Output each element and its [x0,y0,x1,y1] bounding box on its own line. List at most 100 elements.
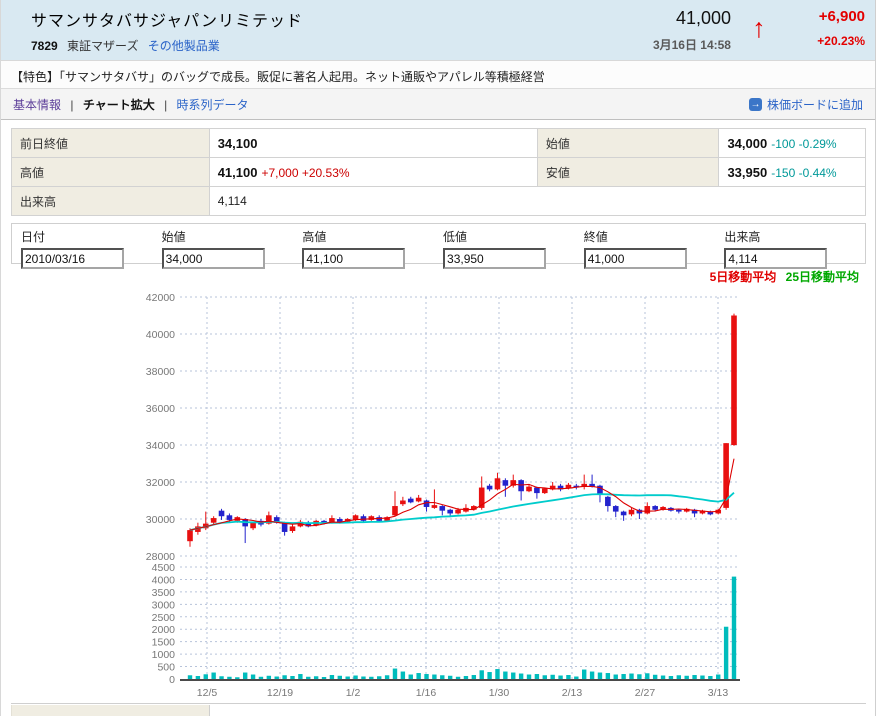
open-value-cell: 34,000 -100 -0.29% [718,128,866,158]
form-col-open: 始値 [161,228,303,269]
low-value: 33,950 [727,164,768,180]
open-change: -100 -0.29% [771,136,837,151]
nav-link-time-series[interactable]: 時系列データ [176,97,249,112]
open-label: 始値 [536,128,720,158]
svg-text:2500: 2500 [152,612,176,624]
add-to-board-icon: → [748,97,762,111]
svg-text:0: 0 [169,674,175,686]
svg-text:1500: 1500 [152,637,176,649]
svg-text:12/19: 12/19 [267,687,293,699]
next-table-row-partial [1,703,875,716]
open-field-label: 始値 [161,230,186,244]
industry-link[interactable]: その他製品業 [147,39,220,53]
svg-text:36000: 36000 [146,403,175,415]
nav-separator-1: | [70,97,74,112]
svg-text:28000: 28000 [146,551,175,563]
ticker-code: 7829 [31,39,58,53]
svg-text:3500: 3500 [152,587,176,599]
arrow-column: ↑ [731,8,787,48]
form-col-date: 日付 [21,228,162,269]
open-input[interactable] [161,248,265,269]
candles-group [187,313,737,547]
svg-text:2/27: 2/27 [635,687,656,699]
nav-link-basic-info[interactable]: 基本情報 [13,97,62,112]
high-change: +7,000 +20.53% [261,165,350,180]
low-input[interactable] [443,248,547,269]
svg-text:3000: 3000 [152,599,176,611]
table-row: 出来高 4,114 [11,186,867,216]
ma-legend: 5日移動平均 25日移動平均 [1,268,875,285]
low-value-cell: 33,950 -150 -0.44% [718,157,866,187]
quote-datetime: 3月16日 14:58 [652,38,731,52]
table-row: 前日終値 34,100 始値 34,000 -100 -0.29% [11,128,866,158]
low-field-label: 低値 [443,230,468,244]
svg-text:2000: 2000 [152,624,176,636]
svg-text:38000: 38000 [146,366,175,378]
add-to-board: → 株価ボードに追加 [748,96,863,113]
market-name: 東証マザーズ [67,39,139,53]
close-field-label: 終値 [583,230,608,244]
nav-tab-chart-zoom-current: チャート拡大 [82,97,155,112]
form-col-low: 低値 [443,228,584,269]
date-input[interactable] [21,248,124,269]
svg-text:4000: 4000 [152,574,176,586]
svg-text:34000: 34000 [146,440,175,452]
volume-value-cell: 4,114 [208,186,867,216]
date-field-label: 日付 [21,230,46,244]
price-summary-table: 前日終値 34,100 始値 34,000 -100 -0.29% 高値 41,1… [11,128,867,216]
nav-separator-2: | [164,97,168,112]
svg-text:3/13: 3/13 [708,687,729,699]
svg-text:2/13: 2/13 [562,687,583,699]
nav-row: 基本情報 | チャート拡大 | 時系列データ → 株価ボードに追加 [1,88,875,120]
header-left: サマンサタバサジャパンリミテッド 7829 東証マザーズ その他製品業 [31,0,303,60]
svg-text:500: 500 [157,662,175,674]
high-field-label: 高値 [302,230,327,244]
volume-field-label: 出来高 [724,230,761,244]
close-input[interactable] [583,248,687,269]
prev-close-label: 前日終値 [11,128,210,158]
svg-text:4500: 4500 [152,562,176,574]
high-input[interactable] [302,248,406,269]
volume-label: 出来高 [11,186,210,216]
company-name: サマンサタバサジャパンリミテッド [31,13,304,30]
header: サマンサタバサジャパンリミテッド 7829 東証マザーズ その他製品業 41,0… [1,0,875,60]
change-column: +6,900 +20.23% [787,8,865,48]
price-change-percent: +20.23% [817,34,865,48]
header-quote: 41,000 3月16日 14:58 ↑ +6,900 +20.23% [613,0,865,60]
high-label: 高値 [11,157,210,187]
grid [180,296,740,679]
ticker-line: 7829 東証マザーズ その他製品業 [31,37,303,54]
volume-value: 4,114 [217,194,247,208]
form-col-volume: 出来高 [724,228,865,269]
svg-text:12/5: 12/5 [197,687,218,699]
current-price: 41,000 [675,8,731,28]
table-row: 高値 41,100 +7,000 +20.53% 安値 33,950 -150 -0… [11,157,866,187]
svg-text:32000: 32000 [146,477,175,489]
high-value: 41,100 [217,164,258,180]
candlestick-volume-chart: 4200040000380003600034000320003000028000… [146,292,740,699]
svg-text:30000: 30000 [146,514,175,526]
legend-ma25-label: 25日移動平均 [785,270,859,284]
nav-links: 基本情報 | チャート拡大 | 時系列データ [13,96,249,113]
form-col-high: 高値 [302,228,443,269]
low-label: 安値 [536,157,720,187]
next-table-border [11,703,866,716]
price-up-arrow-icon: ↑ [752,13,766,43]
price-change: +6,900 [818,8,865,25]
prev-close-value-cell: 34,100 [208,128,538,158]
svg-text:1000: 1000 [152,649,176,661]
volume-bars [187,576,737,679]
feature-text: 【特色】「サマンサタバサ」のバッグで成長。販促に著名人起用。ネット通販やアパレル… [11,70,545,84]
svg-text:42000: 42000 [146,292,175,304]
ohlc-form: 日付 始値 高値 低値 終値 出来高 [11,223,866,269]
stock-chart: 42000 40000 38000 36000 34000 32000 30000 28000… [1,285,875,703]
prev-close-value: 34,100 [217,135,258,151]
feature-row: 【特色】「サマンサタバサ」のバッグで成長。販促に著名人起用。ネット通販やアパレル… [1,60,875,88]
price-column: 41,000 3月16日 14:58 [613,8,731,53]
volume-input[interactable] [724,248,828,269]
open-value: 34,000 [727,135,768,151]
svg-text:1/16: 1/16 [416,687,437,699]
svg-text:1/2: 1/2 [346,687,361,699]
add-to-board-link[interactable]: 株価ボードに追加 [766,97,863,112]
